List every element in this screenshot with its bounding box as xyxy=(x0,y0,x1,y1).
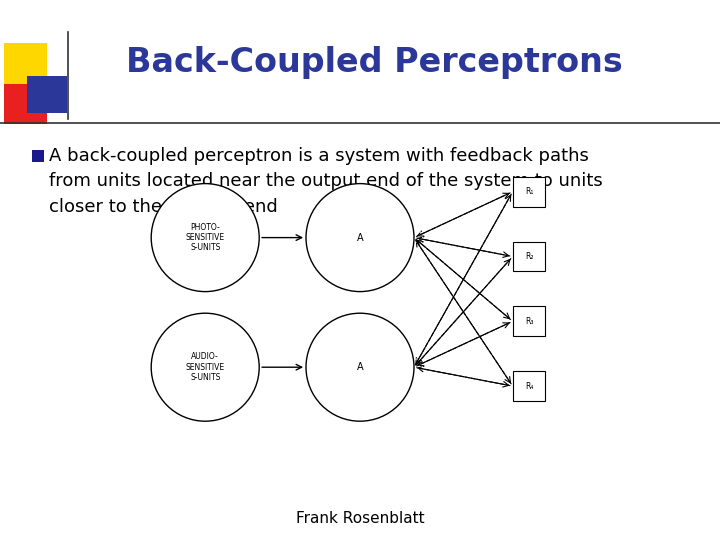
Text: PHOTO-
SENSITIVE
S-UNITS: PHOTO- SENSITIVE S-UNITS xyxy=(186,222,225,253)
Bar xyxy=(513,242,546,271)
Ellipse shape xyxy=(151,184,259,292)
Text: A back-coupled perceptron is a system with feedback paths: A back-coupled perceptron is a system wi… xyxy=(49,146,589,165)
Bar xyxy=(4,84,47,124)
Text: Back-Coupled Perceptrons: Back-Coupled Perceptrons xyxy=(126,45,623,79)
Ellipse shape xyxy=(306,313,414,421)
Bar xyxy=(513,372,546,401)
Text: A: A xyxy=(356,362,364,372)
Text: R₄: R₄ xyxy=(525,382,534,390)
Bar xyxy=(4,43,47,84)
Bar xyxy=(32,150,44,162)
Text: Frank Rosenblatt: Frank Rosenblatt xyxy=(296,511,424,526)
Ellipse shape xyxy=(151,313,259,421)
Ellipse shape xyxy=(306,184,414,292)
Text: R₁: R₁ xyxy=(525,187,534,196)
Text: A: A xyxy=(356,233,364,242)
Bar xyxy=(513,177,546,206)
Text: R₂: R₂ xyxy=(525,252,534,261)
Text: AUDIO-
SENSITIVE
S-UNITS: AUDIO- SENSITIVE S-UNITS xyxy=(186,352,225,382)
Text: from units located near the output end of the system to units: from units located near the output end o… xyxy=(49,172,603,191)
Bar xyxy=(513,307,546,336)
Text: closer to the sensory end: closer to the sensory end xyxy=(49,198,278,217)
Bar xyxy=(27,76,67,113)
Text: R₃: R₃ xyxy=(525,317,534,326)
